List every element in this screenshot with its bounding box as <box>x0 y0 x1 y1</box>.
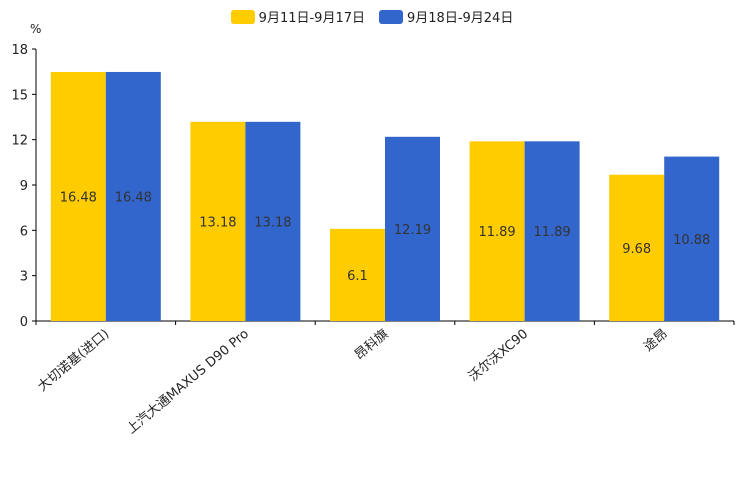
bar-data-label: 11.89 <box>533 225 570 240</box>
bar <box>105 71 161 321</box>
legend-item-series-2[interactable]: 9月18日-9月24日 <box>379 7 513 26</box>
legend-label-series-1: 9月11日-9月17日 <box>258 11 365 26</box>
bar-data-label: 13.18 <box>199 215 236 230</box>
x-category-label: 途昂 <box>641 326 671 355</box>
bar <box>245 121 301 321</box>
bar <box>524 141 580 321</box>
y-tick-label: 15 <box>11 88 28 103</box>
y-tick-label: 18 <box>11 43 28 58</box>
bar-data-label: 11.89 <box>478 225 515 240</box>
y-tick-label: 3 <box>20 270 28 285</box>
y-tick-label: 0 <box>20 315 28 330</box>
bar-data-label: 9.68 <box>622 242 651 257</box>
bar-data-label: 10.88 <box>673 233 710 248</box>
bar-data-label: 12.19 <box>394 223 431 238</box>
bar <box>330 228 385 321</box>
bar <box>469 141 525 321</box>
y-tick-label: 12 <box>11 134 28 149</box>
bar-data-label: 16.48 <box>60 190 97 205</box>
legend-swatch-series-2 <box>379 9 403 24</box>
x-category-label: 昂科旗 <box>351 326 391 363</box>
legend-item-series-1[interactable]: 9月11日-9月17日 <box>230 7 365 26</box>
legend-swatch-series-1 <box>230 9 255 24</box>
y-tick-label: 9 <box>20 179 28 194</box>
legend-label-series-2: 9月18日-9月24日 <box>407 11 514 26</box>
bar <box>664 156 720 321</box>
y-tick-label: 6 <box>20 224 28 239</box>
x-category-label: 沃尔沃XC90 <box>466 327 531 385</box>
bar-data-label: 13.18 <box>254 215 291 230</box>
bar-data-label: 6.1 <box>347 269 368 284</box>
chart-legend: 9月11日-9月17日 9月18日-9月24日 <box>0 7 744 26</box>
y-axis-unit-label: % <box>30 22 42 36</box>
x-category-label: 大切诺基(进口) <box>35 327 112 395</box>
bar <box>50 71 106 321</box>
bar <box>190 121 246 321</box>
bar-data-label: 16.48 <box>115 190 152 205</box>
bar <box>385 136 440 321</box>
x-category-label: 上汽大通MAXUS D90 Pro <box>124 327 252 438</box>
bar <box>609 174 665 321</box>
